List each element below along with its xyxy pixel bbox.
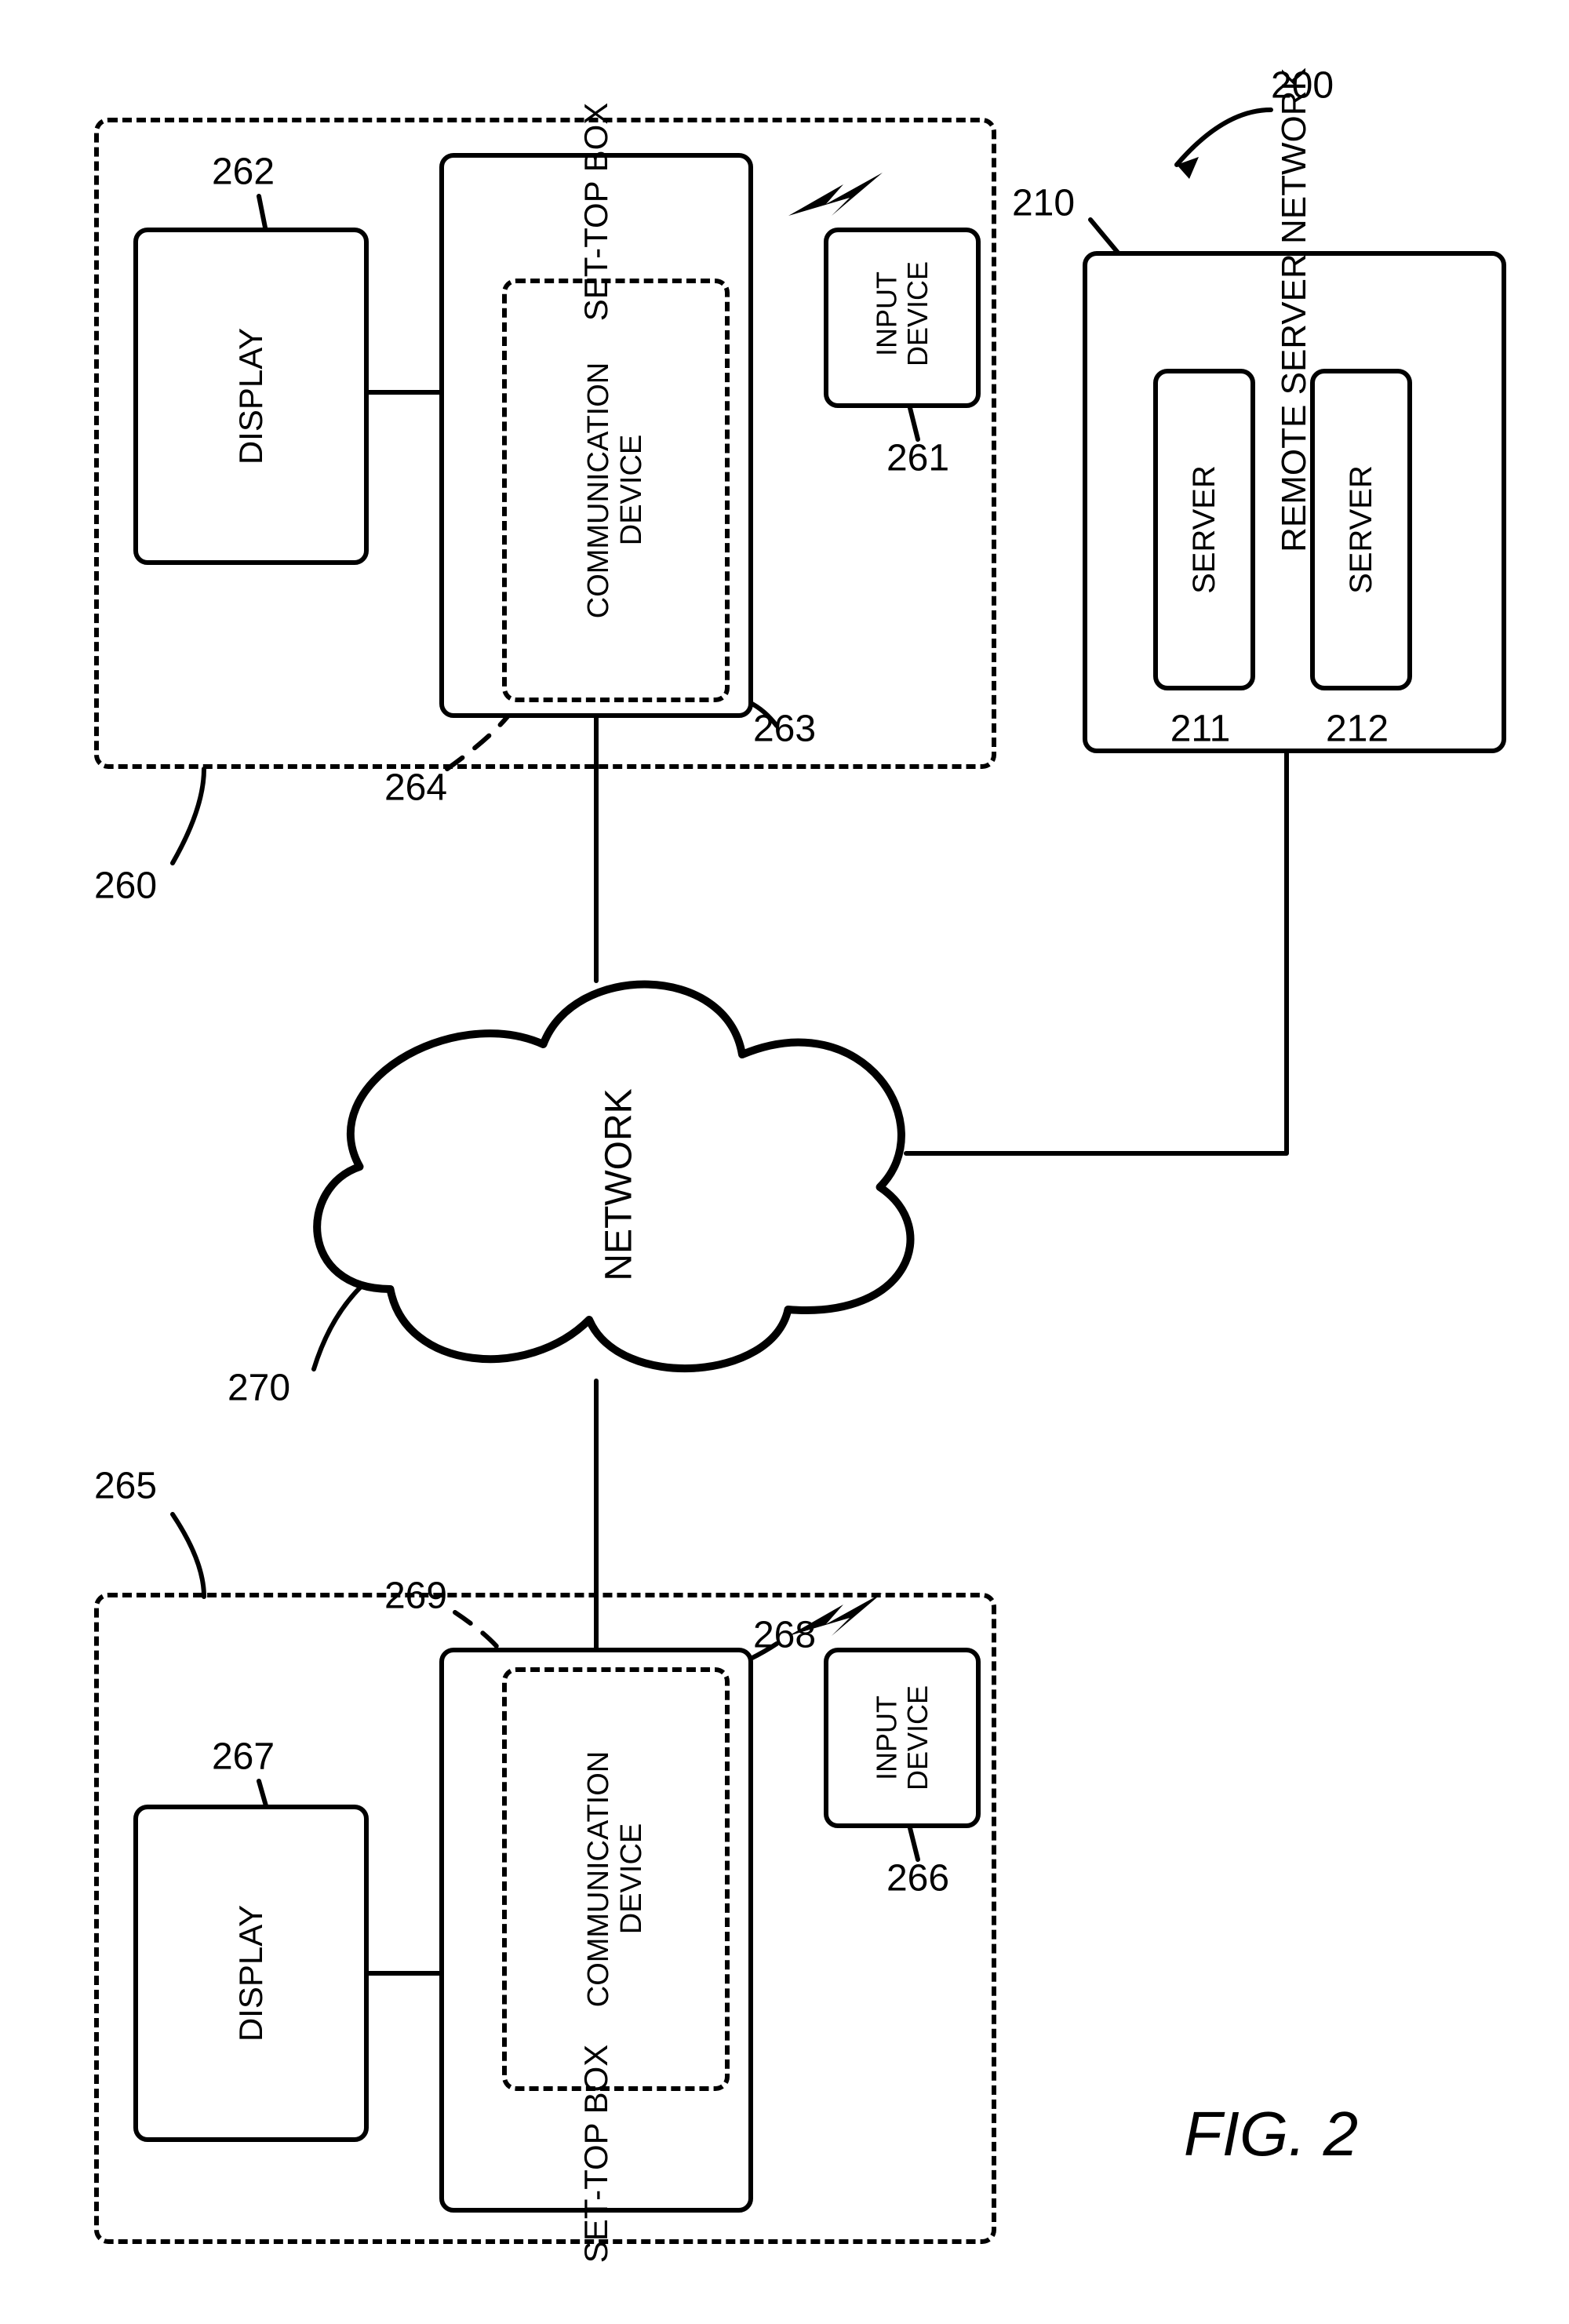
client-group-bottom-ref: 265: [94, 1466, 157, 1508]
remote-server-network-title: REMOTE SERVER NETWORK: [1276, 67, 1313, 552]
figure-overall-ref: 200: [1271, 66, 1334, 107]
client-group-top-ref: 260: [94, 866, 157, 908]
comm-device-top-ref: 264: [384, 768, 447, 810]
server-1-ref: 211: [1170, 709, 1231, 751]
network-label: NETWORK: [599, 1088, 641, 1280]
display-bottom-label: DISPLAY: [233, 1905, 269, 2042]
input-device-bottom-ref: 266: [886, 1859, 949, 1900]
settop-top-label: SET-TOP BOX: [578, 103, 614, 322]
input-device-bottom-label: INPUT DEVICE: [871, 1685, 933, 1790]
settop-bottom-ref: 268: [753, 1616, 816, 1657]
input-device-top-label: INPUT DEVICE: [871, 261, 933, 366]
network-ref: 270: [228, 1368, 290, 1410]
remote-server-network-ref: 210: [1012, 184, 1075, 225]
comm-device-bottom-label: COMMUNICATION DEVICE: [583, 1751, 649, 2008]
server-2-ref: 212: [1326, 709, 1389, 751]
input-device-top-ref: 261: [886, 439, 949, 480]
settop-bottom-label: SET-TOP BOX: [578, 2045, 614, 2264]
figure-caption: FIG. 2: [1184, 2100, 1358, 2169]
comm-device-top-label: COMMUNICATION DEVICE: [583, 362, 649, 619]
settop-top-ref: 263: [753, 709, 816, 751]
display-top-ref: 262: [212, 152, 275, 194]
comm-device-bottom-ref: 269: [384, 1576, 447, 1618]
server-2-label: SERVER: [1344, 465, 1378, 594]
display-bottom-ref: 267: [212, 1737, 275, 1779]
server-1-label: SERVER: [1187, 465, 1221, 594]
display-top-label: DISPLAY: [233, 328, 269, 464]
